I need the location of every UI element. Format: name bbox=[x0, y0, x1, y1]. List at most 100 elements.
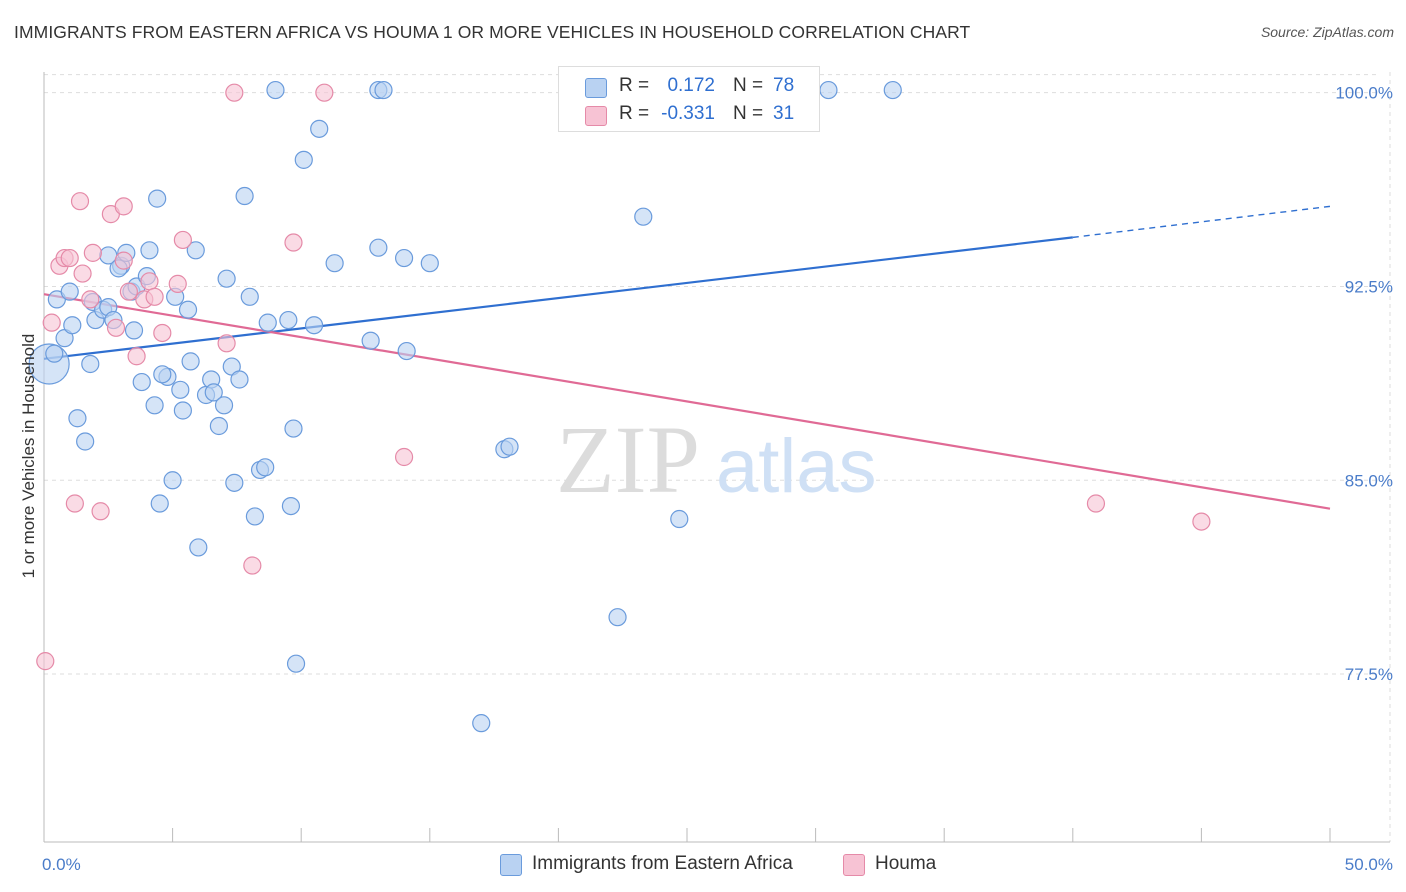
legend-label: Immigrants from Eastern Africa bbox=[532, 853, 793, 874]
y-tick-label: 100.0% bbox=[1335, 84, 1393, 103]
blue-point bbox=[217, 269, 236, 288]
blue-swatch bbox=[585, 78, 607, 98]
pink-point bbox=[394, 447, 414, 467]
blue-point bbox=[310, 119, 329, 138]
blue-point bbox=[369, 238, 388, 257]
blue-point bbox=[420, 254, 439, 273]
r-label: R = bbox=[619, 75, 650, 96]
blue-point bbox=[235, 186, 254, 206]
pink-point bbox=[106, 318, 126, 337]
blue-point bbox=[186, 241, 205, 260]
blue-point bbox=[63, 316, 82, 335]
blue-point bbox=[60, 282, 79, 301]
blue-point bbox=[256, 458, 275, 477]
stats-row-pink: R = -0.331 N = 31 bbox=[559, 100, 819, 130]
blue-point bbox=[397, 341, 416, 361]
pink-point bbox=[73, 264, 92, 283]
legend-item-pink[interactable]: Houma bbox=[843, 852, 953, 878]
pink-swatch bbox=[585, 106, 607, 126]
blue-point bbox=[145, 396, 164, 415]
pink-legend-swatch bbox=[843, 854, 865, 876]
blue-point bbox=[266, 80, 285, 100]
blue-point bbox=[294, 150, 313, 169]
trendline-pink bbox=[43, 293, 1331, 510]
blue-point bbox=[163, 471, 182, 490]
blue-point bbox=[81, 354, 100, 374]
blue-point bbox=[209, 416, 228, 436]
blue-point bbox=[394, 248, 414, 268]
pink-point bbox=[153, 323, 172, 343]
blue-point bbox=[171, 380, 190, 399]
blue-point bbox=[279, 310, 298, 330]
pink-point bbox=[119, 282, 138, 301]
pink-point bbox=[114, 197, 133, 216]
blue-point bbox=[634, 207, 653, 226]
legend-item-blue[interactable]: Immigrants from Eastern Africa bbox=[500, 852, 820, 878]
chart-title: IMMIGRANTS FROM EASTERN AFRICA VS HOUMA … bbox=[14, 22, 971, 42]
blue-point bbox=[245, 507, 265, 526]
pink-point bbox=[36, 652, 55, 671]
y-axis-label: 1 or more Vehicles in Household bbox=[19, 334, 38, 579]
pink-point bbox=[315, 83, 334, 102]
n-label: N = bbox=[733, 103, 764, 124]
pink-point bbox=[65, 494, 84, 513]
blue-point bbox=[472, 714, 491, 733]
trendline-blue-extension bbox=[1072, 205, 1331, 239]
tick-labels: 100.0% 92.5% 85.0% 77.5% 0.0% 50.0% bbox=[42, 84, 1393, 874]
blue-point bbox=[240, 287, 259, 306]
pink-point bbox=[284, 233, 303, 252]
blue-point bbox=[670, 509, 689, 529]
blue-point bbox=[500, 437, 519, 456]
blue-point bbox=[281, 496, 301, 516]
pink-point bbox=[127, 347, 146, 366]
watermark-atlas: atlas bbox=[716, 424, 877, 509]
n-label: N = bbox=[733, 75, 764, 96]
blue-point bbox=[140, 241, 159, 260]
x-tick-label: 0.0% bbox=[42, 855, 81, 874]
pink-point bbox=[173, 230, 192, 250]
pink-point bbox=[42, 313, 61, 332]
pink-point bbox=[145, 287, 164, 306]
pink-point bbox=[243, 556, 262, 575]
blue-point bbox=[230, 370, 249, 389]
trendline-blue bbox=[43, 236, 1073, 360]
stats-legend-box: R = 0.172 N = 78 R = -0.331 N = 31 bbox=[558, 66, 820, 132]
watermark-zip: ZIP bbox=[556, 406, 700, 513]
axes bbox=[43, 72, 1390, 843]
legend-label: Houma bbox=[875, 853, 937, 874]
pink-point bbox=[70, 192, 90, 211]
y-tick-label: 77.5% bbox=[1345, 665, 1393, 684]
pink-point bbox=[217, 334, 236, 353]
blue-point bbox=[374, 80, 393, 100]
blue-point bbox=[284, 419, 303, 438]
blue-point bbox=[124, 321, 144, 340]
stats-row-blue: R = 0.172 N = 78 bbox=[559, 72, 819, 102]
blue-point bbox=[214, 396, 234, 415]
blue-point bbox=[45, 344, 64, 363]
pink-point bbox=[114, 251, 133, 270]
source-label: Source: ZipAtlas.com bbox=[1260, 24, 1394, 40]
r-label: R = bbox=[619, 103, 650, 124]
x-tick-label: 50.0% bbox=[1345, 855, 1393, 874]
blue-point bbox=[150, 494, 169, 513]
blue-point bbox=[178, 300, 198, 319]
blue-point bbox=[258, 313, 277, 332]
blue-point bbox=[68, 409, 87, 428]
blue-point bbox=[153, 365, 172, 384]
blue-point bbox=[132, 372, 151, 392]
pink-point bbox=[1192, 512, 1211, 531]
blue-legend-swatch bbox=[500, 854, 522, 876]
pink-point bbox=[168, 274, 187, 293]
pink-point bbox=[1086, 494, 1106, 513]
blue-point bbox=[286, 654, 306, 673]
trendlines bbox=[43, 205, 1331, 510]
blue-point bbox=[225, 473, 244, 492]
pink-point bbox=[140, 272, 159, 291]
blue-point bbox=[325, 254, 344, 273]
blue-point bbox=[361, 331, 380, 350]
pink-point bbox=[225, 83, 244, 102]
blue-point bbox=[173, 401, 192, 420]
pink-point bbox=[60, 248, 79, 268]
blue-point bbox=[76, 432, 95, 451]
